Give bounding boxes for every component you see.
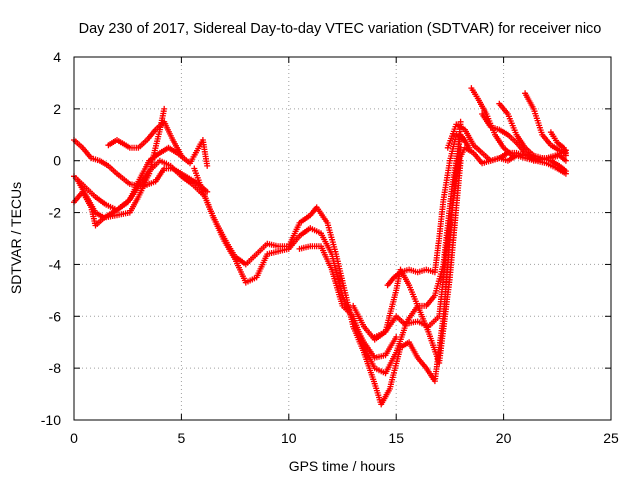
chart-title: Day 230 of 2017, Sidereal Day-to-day VTE…: [79, 21, 602, 37]
data-series-track-15: [496, 100, 569, 175]
data-series-track-18: [455, 144, 529, 167]
y-tick-label: -6: [49, 308, 62, 324]
x-tick-label: 0: [70, 430, 78, 446]
plot-area: [71, 85, 569, 408]
data-series-track-4: [75, 137, 211, 221]
axis-ticks: 0 5 10 15 20 25 -10 -8 -6 -4 -2 0 2 4: [41, 49, 619, 446]
plot-frame: [73, 56, 612, 421]
data-series-track-11: [371, 144, 464, 340]
y-tick-label: 2: [53, 101, 61, 117]
grid: [74, 57, 611, 420]
y-axis-label: SDTVAR / TECUs: [8, 182, 24, 294]
x-tick-label: 25: [603, 430, 619, 446]
y-tick-label: -8: [49, 360, 62, 376]
x-tick-label: 20: [496, 430, 512, 446]
y-tick-label: -2: [49, 205, 62, 221]
y-tick-label: 4: [53, 49, 61, 65]
x-tick-label: 10: [281, 430, 297, 446]
y-tick-label: -4: [49, 256, 62, 272]
data-series-track-10: [384, 131, 468, 289]
x-tick-label: 15: [388, 430, 404, 446]
x-tick-label: 5: [178, 430, 186, 446]
y-tick-label: 0: [53, 153, 61, 169]
data-series-track-17: [547, 129, 569, 159]
data-series-track-5: [105, 118, 185, 159]
x-axis-label: GPS time / hours: [289, 458, 396, 474]
y-tick-label: -10: [41, 412, 61, 428]
data-series-track-16: [522, 90, 569, 156]
